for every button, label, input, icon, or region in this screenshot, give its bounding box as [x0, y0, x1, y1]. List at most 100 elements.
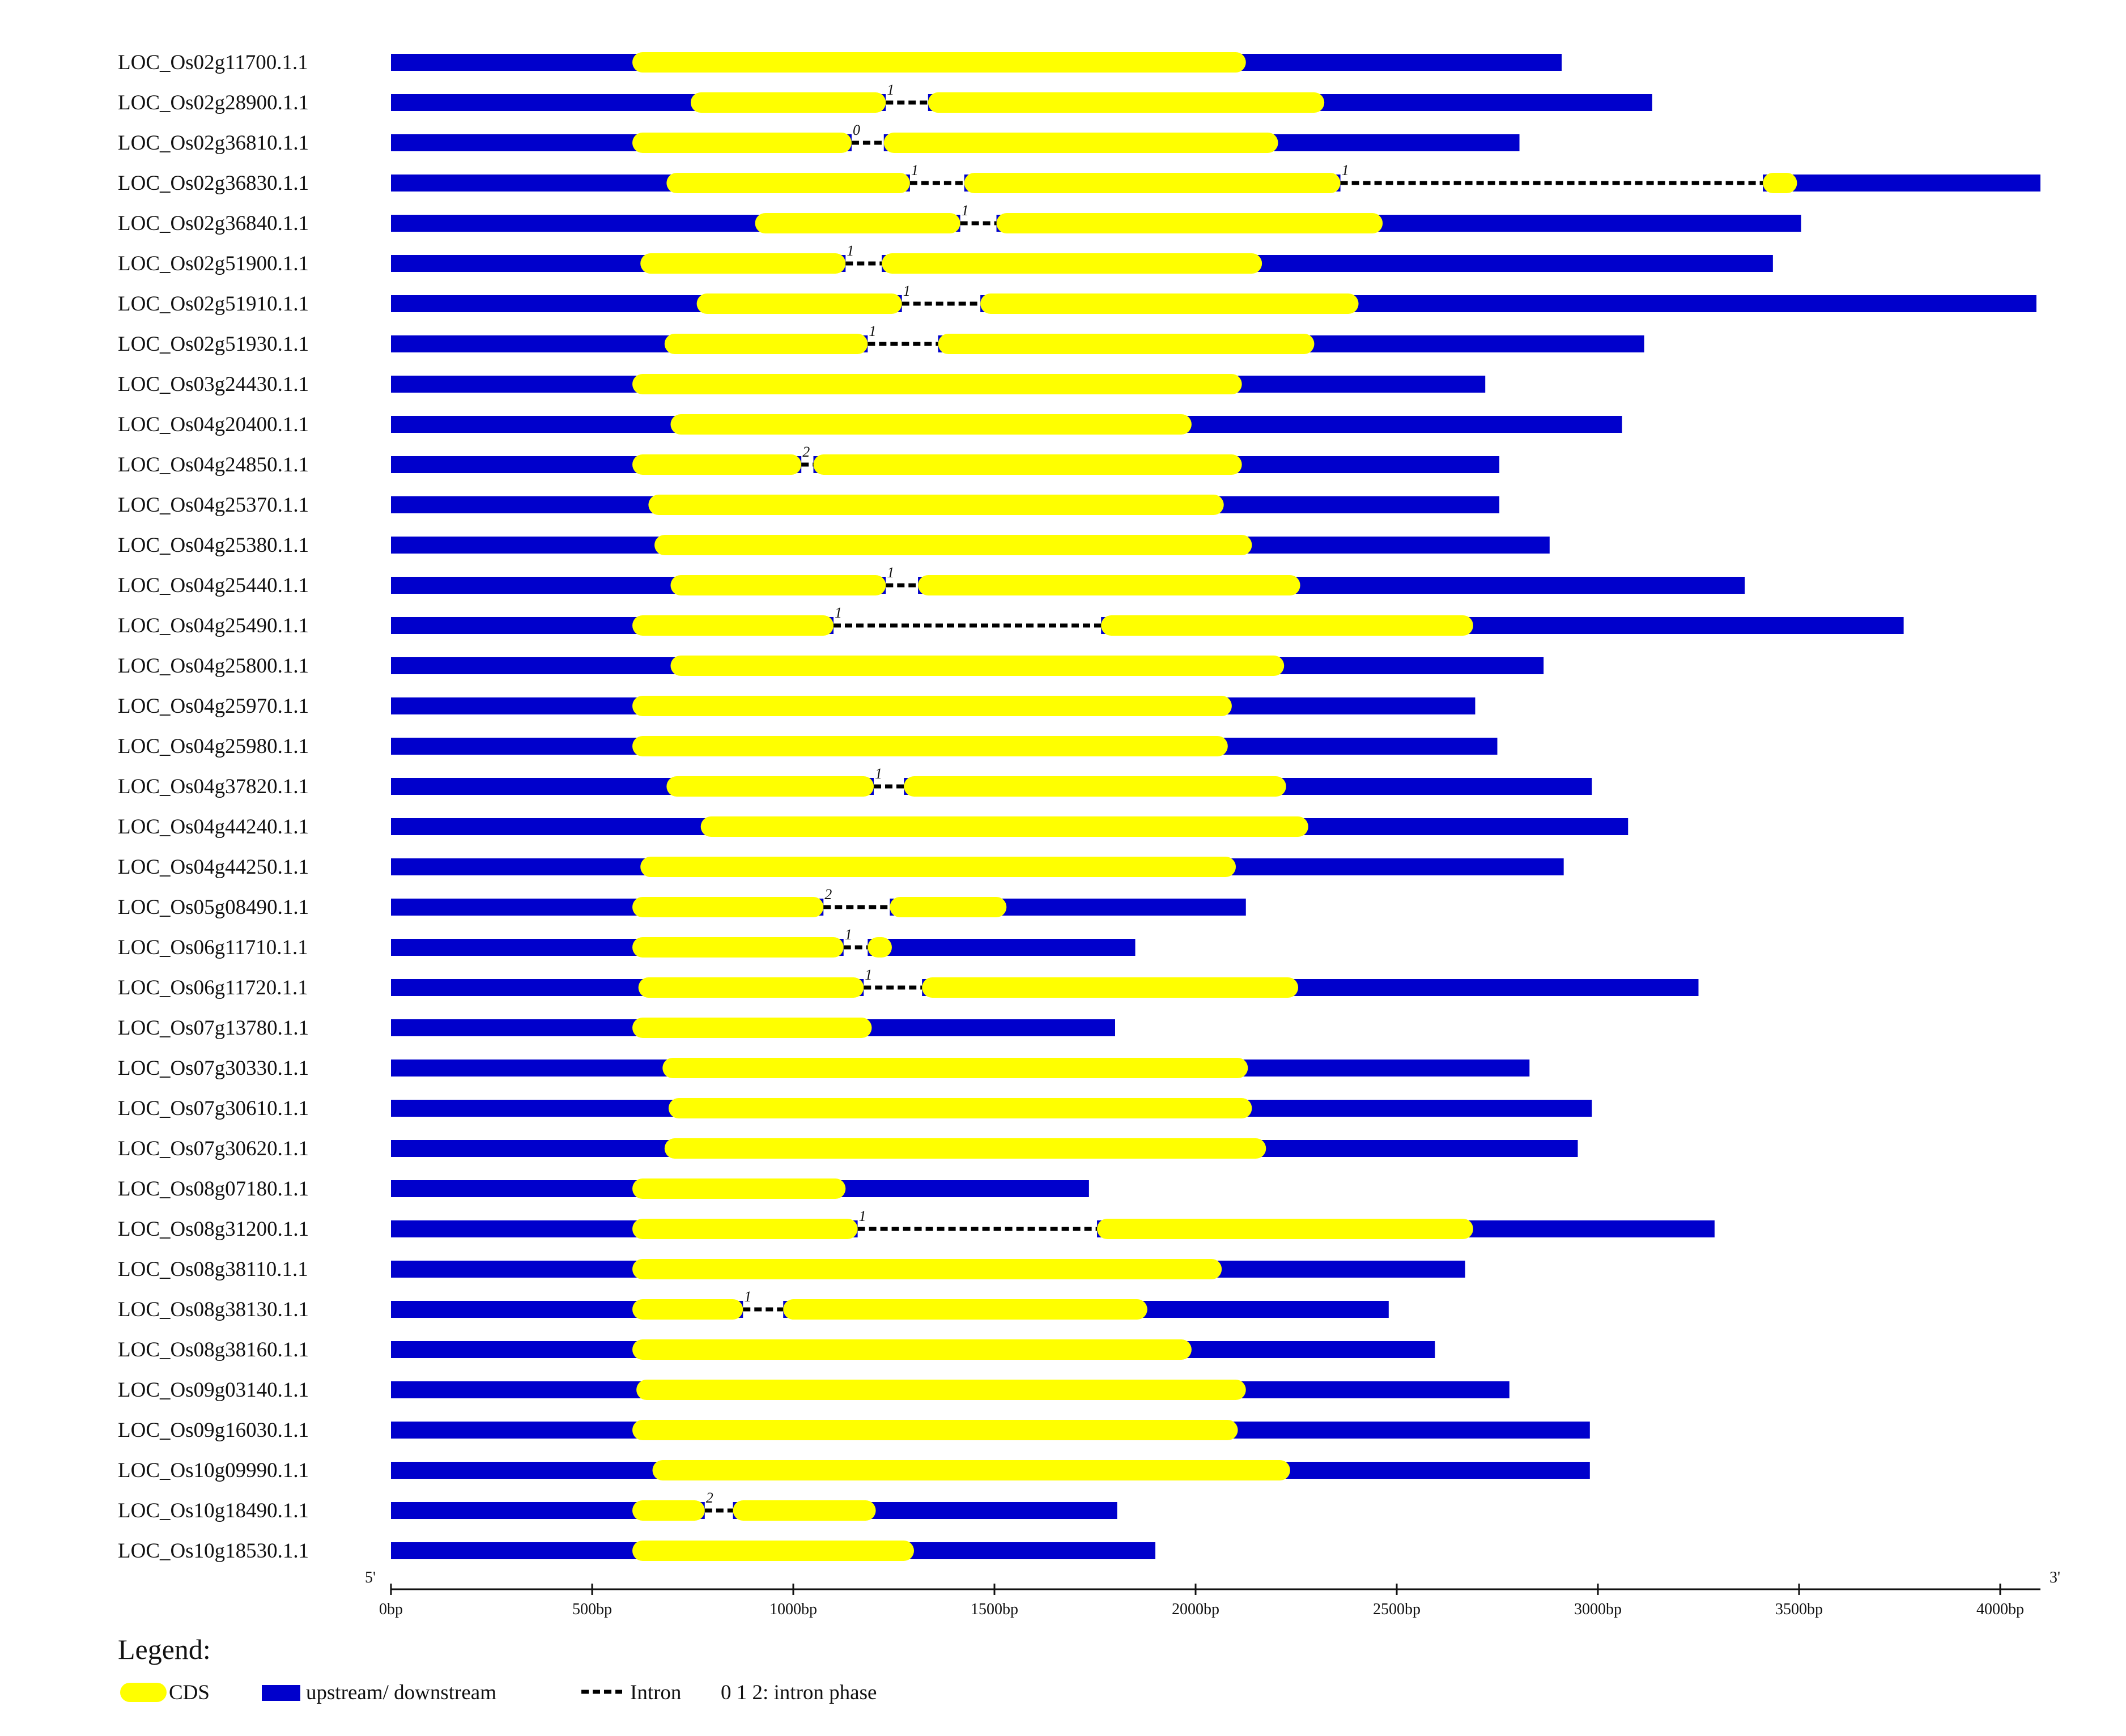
- cds-exon: [640, 857, 1236, 877]
- five-prime-label: 5': [365, 1569, 376, 1586]
- gene-name-label: LOC_Os04g25440.1.1: [118, 574, 309, 597]
- cds-exon: [632, 615, 834, 636]
- gene-name-label: LOC_Os04g25980.1.1: [118, 735, 309, 758]
- gene-name-label: LOC_Os10g18530.1.1: [118, 1539, 309, 1563]
- intron-phase-label: 2: [824, 886, 832, 903]
- utr-segment: [868, 939, 1136, 956]
- gene-name-label: LOC_Os06g11710.1.1: [118, 936, 308, 959]
- gene-row: LOC_Os08g38160.1.1: [118, 1338, 1435, 1361]
- cds-exon: [666, 776, 874, 797]
- gene-row: LOC_Os02g36840.1.1 1: [118, 202, 1801, 235]
- gene-name-label: LOC_Os07g30620.1.1: [118, 1137, 309, 1160]
- cds-exon: [648, 495, 1224, 515]
- gene-name-label: LOC_Os02g36810.1.1: [118, 131, 309, 155]
- cds-exon: [632, 1420, 1238, 1440]
- cds-exon: [670, 656, 1285, 676]
- gene-row: LOC_Os04g25980.1.1: [118, 735, 1498, 758]
- cds-exon: [890, 897, 1007, 917]
- legend-utr-swatch: [262, 1685, 300, 1701]
- cds-exon: [813, 454, 1242, 475]
- cds-exon: [980, 293, 1359, 314]
- axis-tick-label: 1500bp: [971, 1601, 1018, 1618]
- gene-name-label: LOC_Os02g36830.1.1: [118, 172, 309, 195]
- gene-name-label: LOC_Os07g13780.1.1: [118, 1016, 309, 1040]
- cds-exon: [883, 133, 1278, 153]
- cds-exon: [690, 92, 886, 113]
- gene-row: LOC_Os04g25440.1.1 1: [118, 564, 1745, 597]
- axis-tick-label: 500bp: [572, 1601, 612, 1618]
- gene-name-label: LOC_Os09g03140.1.1: [118, 1378, 309, 1402]
- cds-exon: [868, 937, 892, 958]
- cds-exon: [1101, 615, 1473, 636]
- legend-intron-label: Intron: [630, 1681, 681, 1704]
- gene-name-label: LOC_Os09g16030.1.1: [118, 1419, 309, 1442]
- legend-title: Legend:: [118, 1633, 211, 1665]
- cds-exon: [632, 1500, 705, 1521]
- intron-phase-label: 1: [869, 323, 876, 339]
- cds-exon: [882, 253, 1262, 274]
- intron-phase-label: 1: [859, 1208, 866, 1224]
- gene-row: LOC_Os06g11720.1.1 1: [118, 967, 1699, 999]
- intron-phase-label: 1: [875, 765, 882, 782]
- gene-row: LOC_Os10g18530.1.1: [118, 1539, 1155, 1563]
- gene-name-label: LOC_Os04g25380.1.1: [118, 534, 309, 557]
- gene-row: LOC_Os04g25380.1.1: [118, 534, 1550, 557]
- intron-phase-label: 2: [802, 444, 810, 460]
- gene-row: LOC_Os07g30330.1.1: [118, 1057, 1530, 1080]
- gene-row: LOC_Os04g24850.1.1 2: [118, 444, 1500, 476]
- gene-row: LOC_Os08g07180.1.1: [118, 1177, 1089, 1201]
- intron-phase-label: 1: [835, 605, 842, 621]
- gene-name-label: LOC_Os08g07180.1.1: [118, 1177, 309, 1201]
- axis-tick-label: 0bp: [379, 1601, 403, 1618]
- gene-name-label: LOC_Os07g30610.1.1: [118, 1097, 309, 1120]
- gene-name-label: LOC_Os03g24430.1.1: [118, 373, 309, 396]
- cds-exon: [652, 1460, 1290, 1480]
- cds-exon: [632, 937, 844, 958]
- cds-exon: [662, 1058, 1248, 1078]
- gene-row: LOC_Os05g08490.1.1 2: [118, 886, 1246, 919]
- cds-exon: [632, 897, 824, 917]
- gene-row: LOC_Os03g24430.1.1: [118, 373, 1486, 396]
- gene-row: LOC_Os07g30610.1.1: [118, 1097, 1592, 1120]
- cds-exon: [904, 776, 1286, 797]
- gene-row: LOC_Os02g11700.1.1: [118, 51, 1562, 74]
- gene-row: LOC_Os04g20400.1.1: [118, 413, 1622, 436]
- gene-row: LOC_Os02g36830.1.1 1 1: [118, 162, 2040, 195]
- gene-row: LOC_Os02g36810.1.1 0: [118, 122, 1520, 155]
- intron-phase-label: 1: [911, 162, 919, 178]
- cds-exon: [632, 1018, 872, 1038]
- cds-exon: [964, 173, 1341, 193]
- gene-rows: LOC_Os02g11700.1.1 LOC_Os02g28900.1.11 LOC…: [118, 51, 2040, 1563]
- gene-row: LOC_Os02g51900.1.1 1: [118, 242, 1773, 275]
- cds-exon: [918, 575, 1300, 595]
- gene-row: LOC_Os04g25970.1.1: [118, 695, 1476, 718]
- gene-row: LOC_Os02g28900.1.1 1: [118, 82, 1652, 114]
- gene-name-label: LOC_Os04g25490.1.1: [118, 614, 309, 637]
- intron-phase-label: 1: [887, 82, 894, 98]
- legend-cds-swatch: [120, 1683, 167, 1702]
- gene-name-label: LOC_Os08g38130.1.1: [118, 1298, 309, 1321]
- cds-exon: [938, 334, 1315, 354]
- gene-name-label: LOC_Os02g36840.1.1: [118, 212, 309, 235]
- three-prime-label: 3': [2050, 1569, 2060, 1586]
- cds-exon: [640, 253, 846, 274]
- cds-exon: [632, 1259, 1222, 1279]
- gene-row: LOC_Os04g44240.1.1: [118, 815, 1628, 839]
- gene-row: LOC_Os02g51910.1.1 1: [118, 283, 2036, 316]
- intron-phase-label: 1: [887, 564, 894, 581]
- cds-exon: [996, 213, 1383, 233]
- axis-tick-label: 3500bp: [1775, 1601, 1823, 1618]
- gene-name-label: LOC_Os04g44250.1.1: [118, 856, 309, 879]
- gene-name-label: LOC_Os04g44240.1.1: [118, 815, 309, 839]
- axis-tick-label: 2000bp: [1172, 1601, 1219, 1618]
- legend: Legend: CDS upstream/ downstream Intron …: [118, 1633, 877, 1704]
- intron-phase-label: 2: [706, 1490, 713, 1506]
- gene-name-label: LOC_Os02g51930.1.1: [118, 333, 309, 356]
- legend-utr-label: upstream/ downstream: [306, 1681, 496, 1704]
- gene-row: LOC_Os04g37820.1.1 1: [118, 765, 1592, 798]
- cds-exon: [783, 1299, 1147, 1320]
- intron-phase-label: 1: [865, 967, 872, 983]
- cds-exon: [1763, 173, 1797, 193]
- intron-phase-label: 1: [1342, 162, 1349, 178]
